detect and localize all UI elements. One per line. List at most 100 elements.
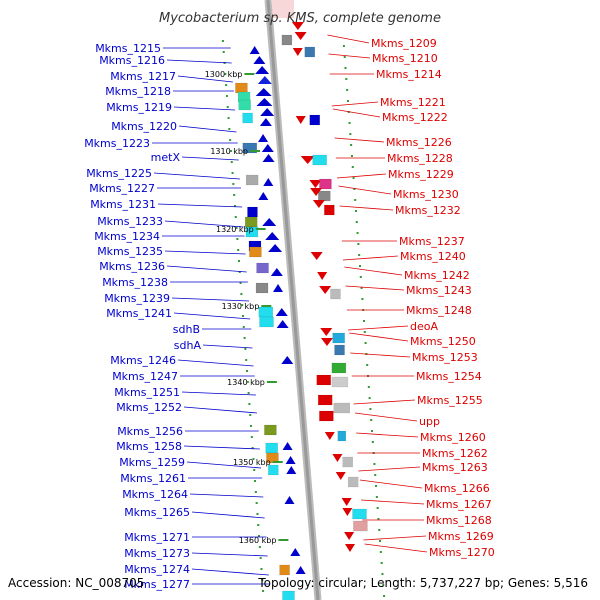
gene-label-mkms-1265[interactable]: Mkms_1265 bbox=[124, 506, 190, 519]
leader-line-left bbox=[166, 265, 247, 273]
leader-line-left bbox=[171, 297, 250, 302]
gene-label-mkms-1237[interactable]: Mkms_1237 bbox=[399, 235, 465, 248]
gene-arrow-left bbox=[259, 118, 272, 126]
gene-label-sdhb[interactable]: sdhB bbox=[173, 323, 200, 336]
gene-label-mkms-1232[interactable]: Mkms_1232 bbox=[395, 204, 461, 217]
gene-label-mkms-1256[interactable]: Mkms_1256 bbox=[117, 425, 183, 438]
gene-block-right bbox=[337, 430, 347, 442]
gene-arrow-right bbox=[310, 188, 323, 196]
gene-label-mkms-1219[interactable]: Mkms_1219 bbox=[106, 101, 172, 114]
scale-dot bbox=[359, 276, 362, 278]
gene-label-mkms-1226[interactable]: Mkms_1226 bbox=[386, 136, 452, 149]
gene-label-mkms-1246[interactable]: Mkms_1246 bbox=[110, 354, 176, 367]
gene-label-mkms-1270[interactable]: Mkms_1270 bbox=[429, 546, 495, 559]
gene-arrow-left bbox=[286, 466, 297, 474]
gene-label-mkms-1264[interactable]: Mkms_1264 bbox=[122, 488, 188, 501]
gene-label-mkms-1230[interactable]: Mkms_1230 bbox=[393, 188, 459, 201]
gene-label-mkms-1261[interactable]: Mkms_1261 bbox=[120, 472, 186, 485]
scale-dot bbox=[224, 73, 227, 75]
gene-label-mkms-1233[interactable]: Mkms_1233 bbox=[97, 215, 163, 228]
gene-label-mkms-1209[interactable]: Mkms_1209 bbox=[371, 37, 437, 50]
gene-label-mkms-1259[interactable]: Mkms_1259 bbox=[119, 456, 185, 469]
gene-label-metx[interactable]: metX bbox=[151, 151, 181, 164]
scale-dot bbox=[239, 282, 242, 284]
gene-label-mkms-1268[interactable]: Mkms_1268 bbox=[426, 514, 492, 527]
leader-line-left bbox=[202, 344, 253, 349]
gene-label-mkms-1251[interactable]: Mkms_1251 bbox=[114, 386, 180, 399]
gene-label-mkms-1239[interactable]: Mkms_1239 bbox=[104, 292, 170, 305]
gene-label-mkms-1231[interactable]: Mkms_1231 bbox=[90, 198, 156, 211]
gene-label-mkms-1214[interactable]: Mkms_1214 bbox=[376, 68, 442, 81]
gene-label-mkms-1263[interactable]: Mkms_1263 bbox=[422, 461, 488, 474]
scale-dot bbox=[349, 133, 352, 135]
gene-label-mkms-1250[interactable]: Mkms_1250 bbox=[410, 335, 476, 348]
gene-block-left bbox=[255, 282, 269, 294]
gene-label-mkms-1236[interactable]: Mkms_1236 bbox=[99, 260, 165, 273]
gene-label-mkms-1229[interactable]: Mkms_1229 bbox=[388, 168, 454, 181]
gene-label-mkms-1210[interactable]: Mkms_1210 bbox=[372, 52, 438, 65]
scale-dot bbox=[258, 546, 261, 548]
gene-label-mkms-1220[interactable]: Mkms_1220 bbox=[111, 120, 177, 133]
right-gene-labels: Mkms_1209 Mkms_1210 Mkms_1214 Mkms_1221 Mkms… bbox=[327, 34, 495, 559]
scale-dot bbox=[367, 386, 370, 388]
gene-label-mkms-1215[interactable]: Mkms_1215 bbox=[95, 42, 161, 55]
gene-label-mkms-1238[interactable]: Mkms_1238 bbox=[102, 276, 168, 289]
gene-label-mkms-1221[interactable]: Mkms_1221 bbox=[380, 96, 446, 109]
gene-arrow-left bbox=[255, 88, 272, 96]
gene-label-mkms-1260[interactable]: Mkms_1260 bbox=[420, 431, 486, 444]
leader-line-left bbox=[191, 552, 268, 557]
scale-dot bbox=[230, 161, 233, 163]
gene-label-mkms-1216[interactable]: Mkms_1216 bbox=[99, 54, 165, 67]
gene-label-mkms-1223[interactable]: Mkms_1223 bbox=[84, 137, 150, 150]
gene-label-mkms-1227[interactable]: Mkms_1227 bbox=[89, 182, 155, 195]
gene-label-mkms-1262[interactable]: Mkms_1262 bbox=[422, 447, 488, 460]
gene-label-mkms-1274[interactable]: Mkms_1274 bbox=[124, 563, 190, 576]
gene-arrow-right bbox=[324, 432, 335, 440]
gene-label-mkms-1258[interactable]: Mkms_1258 bbox=[116, 440, 182, 453]
gene-label-mkms-1271[interactable]: Mkms_1271 bbox=[124, 531, 190, 544]
gene-label-mkms-1218[interactable]: Mkms_1218 bbox=[105, 85, 171, 98]
scale-dot bbox=[380, 562, 383, 564]
scale-dot bbox=[366, 364, 369, 366]
gene-arrow-left bbox=[290, 548, 301, 556]
scale-dot bbox=[237, 260, 240, 262]
gene-label-mkms-1235[interactable]: Mkms_1235 bbox=[97, 245, 163, 258]
gene-block-right bbox=[330, 288, 341, 300]
gene-label-mkms-1228[interactable]: Mkms_1228 bbox=[387, 152, 453, 165]
gene-arrow-left bbox=[265, 232, 280, 240]
scale-dot bbox=[383, 595, 386, 597]
gene-label-mkms-1243[interactable]: Mkms_1243 bbox=[406, 284, 472, 297]
scale-dot bbox=[255, 502, 258, 504]
gene-label-mkms-1225[interactable]: Mkms_1225 bbox=[86, 167, 152, 180]
gene-label-mkms-1253[interactable]: Mkms_1253 bbox=[412, 351, 478, 364]
gene-label-mkms-1266[interactable]: Mkms_1266 bbox=[424, 482, 490, 495]
tick-label: 1310 kbp bbox=[210, 147, 248, 156]
gene-label-mkms-1217[interactable]: Mkms_1217 bbox=[110, 70, 176, 83]
gene-label-mkms-1273[interactable]: Mkms_1273 bbox=[124, 547, 190, 560]
gene-label-mkms-1252[interactable]: Mkms_1252 bbox=[116, 401, 182, 414]
gene-label-mkms-1255[interactable]: Mkms_1255 bbox=[417, 394, 483, 407]
gene-label-mkms-1222[interactable]: Mkms_1222 bbox=[382, 111, 448, 124]
gene-label-mkms-1248[interactable]: Mkms_1248 bbox=[406, 304, 472, 317]
gene-label-upp[interactable]: upp bbox=[419, 415, 440, 428]
gene-label-deoa[interactable]: deoA bbox=[410, 320, 438, 333]
leader-line-left bbox=[186, 461, 262, 469]
gene-label-mkms-1269[interactable]: Mkms_1269 bbox=[428, 530, 494, 543]
scale-dot bbox=[358, 265, 361, 267]
gene-label-mkms-1241[interactable]: Mkms_1241 bbox=[106, 307, 172, 320]
gene-label-mkms-1234[interactable]: Mkms_1234 bbox=[94, 230, 160, 243]
gene-label-mkms-1240[interactable]: Mkms_1240 bbox=[400, 250, 466, 263]
gene-label-sdha[interactable]: sdhA bbox=[174, 339, 202, 352]
gene-arrow-right bbox=[300, 156, 315, 164]
gene-label-mkms-1242[interactable]: Mkms_1242 bbox=[404, 269, 470, 282]
leader-line-right bbox=[354, 412, 418, 422]
gene-label-mkms-1254[interactable]: Mkms_1254 bbox=[416, 370, 482, 383]
gene-block-left bbox=[238, 99, 251, 111]
gene-label-mkms-1247[interactable]: Mkms_1247 bbox=[112, 370, 178, 383]
gene-block-right bbox=[331, 376, 349, 388]
leader-line-right bbox=[350, 352, 411, 358]
gene-label-mkms-1277[interactable]: Mkms_1277 bbox=[124, 578, 190, 591]
gene-label-mkms-1267[interactable]: Mkms_1267 bbox=[426, 498, 492, 511]
